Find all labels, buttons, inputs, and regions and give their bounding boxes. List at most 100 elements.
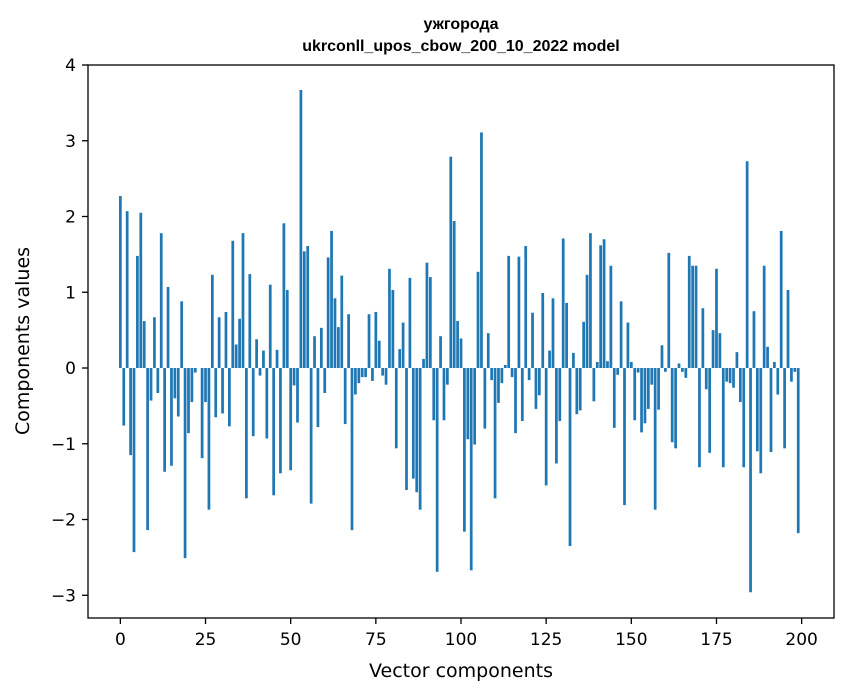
bar-186: [753, 311, 756, 368]
x-tick-label: 175: [700, 630, 732, 650]
bar-117: [518, 257, 521, 368]
x-axis-label: Vector components: [369, 660, 553, 682]
bar-156: [650, 368, 653, 385]
bar-161: [667, 253, 670, 368]
bar-31: [225, 312, 228, 368]
bar-153: [640, 368, 643, 432]
bar-73: [368, 314, 371, 368]
x-tick-label: 100: [445, 630, 477, 650]
bar-155: [647, 368, 650, 409]
bar-62: [330, 231, 333, 368]
bar-136: [582, 322, 585, 368]
bar-66: [344, 368, 347, 424]
y-tick-label: −1: [51, 435, 76, 455]
bar-1: [122, 368, 125, 426]
bar-160: [664, 368, 667, 372]
bar-33: [231, 241, 234, 368]
bar-120: [528, 368, 531, 380]
bar-169: [695, 266, 698, 368]
bar-143: [606, 361, 609, 368]
bar-166: [684, 368, 687, 378]
bar-35: [238, 319, 241, 368]
bar-49: [286, 290, 289, 368]
bar-34: [235, 345, 238, 368]
bar-88: [419, 368, 422, 510]
bar-154: [644, 368, 647, 423]
bar-94: [439, 336, 442, 368]
bar-10: [153, 317, 156, 368]
bar-102: [466, 368, 469, 439]
bar-183: [742, 368, 745, 467]
bar-13: [163, 368, 166, 472]
bar-19: [184, 368, 187, 558]
bar-99: [456, 321, 459, 368]
bar-91: [429, 277, 432, 368]
bar-180: [732, 368, 735, 388]
bar-168: [691, 266, 694, 368]
bar-172: [705, 368, 708, 389]
bar-series: [119, 90, 800, 592]
bar-77: [381, 368, 384, 376]
bar-2: [126, 211, 129, 368]
y-tick-label: 2: [65, 208, 76, 228]
bar-98: [453, 221, 456, 368]
bar-95: [443, 368, 446, 420]
bar-97: [449, 157, 452, 368]
chart-title-line-2: ukrconll_upos_cbow_200_10_2022 model: [302, 38, 619, 55]
x-tick-label: 50: [280, 630, 302, 650]
bar-164: [678, 363, 681, 368]
bar-75: [374, 312, 377, 368]
bar-137: [586, 275, 589, 368]
bar-178: [725, 368, 728, 382]
bar-86: [412, 368, 415, 479]
bar-16: [174, 368, 177, 398]
bar-163: [674, 368, 677, 448]
bar-54: [303, 251, 306, 368]
bar-68: [351, 368, 354, 530]
bar-40: [255, 339, 258, 368]
y-tick-label: 0: [65, 359, 76, 379]
bar-44: [269, 285, 272, 368]
bar-133: [572, 353, 575, 368]
bar-165: [681, 368, 684, 372]
bar-129: [558, 368, 561, 421]
bar-55: [306, 246, 309, 368]
bar-148: [623, 368, 626, 505]
bar-83: [402, 323, 405, 368]
bar-103: [470, 368, 473, 570]
bar-138: [589, 233, 592, 368]
bar-171: [701, 308, 704, 368]
bar-123: [538, 368, 541, 395]
bar-150: [630, 362, 633, 368]
y-tick-label: 1: [65, 283, 76, 303]
bar-43: [265, 368, 268, 438]
bar-131: [565, 303, 568, 368]
bar-181: [736, 352, 739, 368]
bar-187: [756, 368, 759, 451]
bar-196: [787, 290, 790, 368]
bar-127: [552, 298, 555, 368]
bar-8: [146, 368, 149, 530]
bar-17: [177, 368, 180, 416]
bar-78: [385, 368, 388, 385]
bar-146: [616, 368, 619, 375]
bar-65: [340, 276, 343, 368]
bar-167: [688, 256, 691, 368]
bar-108: [487, 333, 490, 368]
bar-84: [405, 368, 408, 490]
bar-18: [180, 301, 183, 368]
y-tick-label: 4: [65, 56, 76, 76]
bar-12: [160, 233, 163, 368]
bar-199: [797, 368, 800, 533]
bar-59: [320, 328, 323, 368]
x-tick-label: 200: [785, 630, 817, 650]
bar-87: [415, 368, 418, 492]
bar-81: [395, 368, 398, 448]
bar-72: [364, 368, 367, 377]
bar-119: [524, 246, 527, 368]
bar-3: [129, 368, 132, 455]
y-tick-label: −3: [51, 586, 76, 606]
bar-21: [191, 368, 194, 402]
